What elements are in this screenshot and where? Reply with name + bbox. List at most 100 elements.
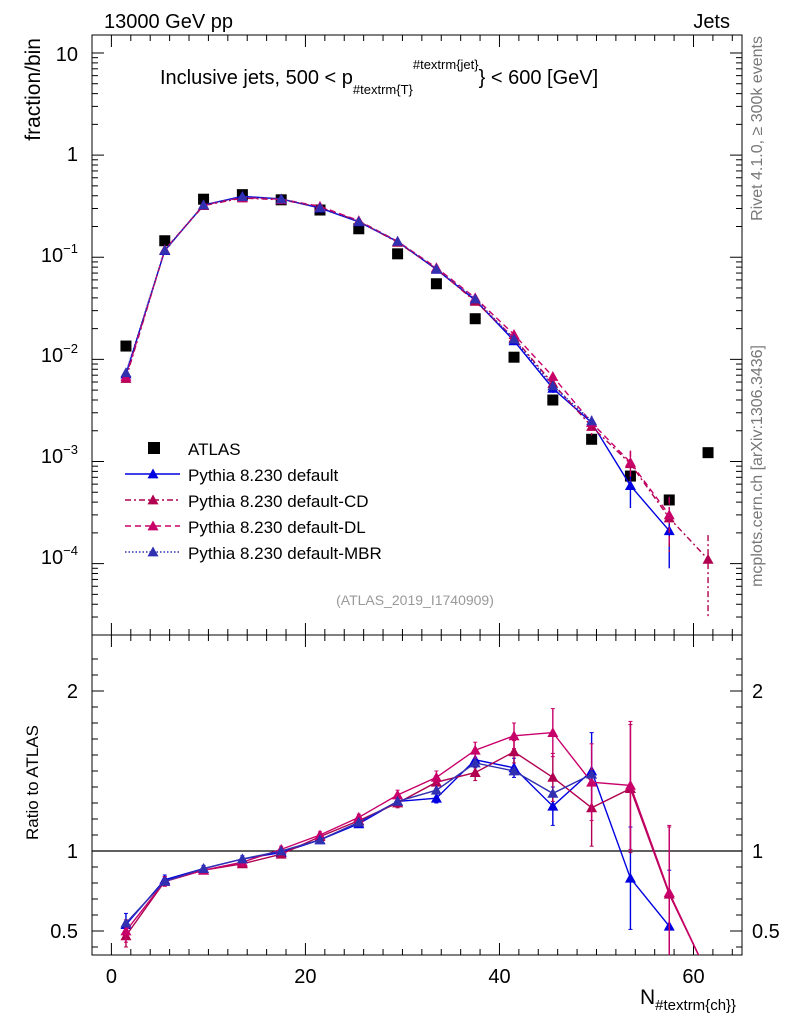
atlas-point [469,313,481,325]
legend-label-dl: Pythia 8.230 default-DL [188,518,366,537]
ratio-mbr-point [547,787,559,798]
ratio-mbr-point [508,765,520,776]
atlas-point [702,447,714,459]
legend-marker-dl [147,520,159,531]
title-post: } < 600 [GeV] [479,67,599,89]
ratio-series-group [120,708,700,955]
plot-layer: 0 20 40 60 0.5 0.5 1 1 2 2 [50,34,780,988]
ratio-dl-point [624,779,636,790]
mbr-point [430,263,442,274]
ratio-cd-line [125,750,700,955]
ratio-dl-point [392,789,404,800]
ratio-mbr-point [586,768,598,779]
main-series-group [120,189,714,618]
main-ylabel: fraction/bin [22,38,45,141]
ratio-ytick-label-right: 2 [752,681,763,703]
legend-label-cd: Pythia 8.230 default-CD [188,492,369,511]
xlabel-main: N [640,986,655,1009]
dl-point [547,370,559,381]
ratio-mbr-point [275,845,287,856]
mbr-point [314,202,326,213]
ytick-0.0001: 10−4 [41,543,78,569]
ratio-ytick-label-right: 0.5 [752,921,780,943]
ratio-cd-point [469,767,481,777]
legend: ATLAS Pythia 8.230 default Pythia 8.230 de… [125,440,382,563]
ratio-mbr-point [430,784,442,795]
xtick-label: 20 [294,966,316,988]
xtick-label: 0 [106,966,117,988]
ratio-dl-line [125,731,700,955]
ratio-ytick-label-right: 1 [752,841,763,863]
legend-marker-atlas [148,442,160,454]
ratio-mbr-point [353,816,365,827]
mbr-point [586,415,598,426]
title-sup: #textrm{jet} [413,57,479,72]
ratio-default-point [547,800,559,811]
atlas-point [508,351,520,363]
ytick-10: 10 [56,44,78,66]
mbr-point [236,191,248,202]
legend-label-default: Pythia 8.230 default [188,466,339,485]
atlas-point [547,394,559,406]
mbr-point [547,380,559,391]
ratio-dl-point [586,776,598,787]
xtick-label: 40 [488,966,510,988]
legend-marker-cd [147,494,159,505]
ytick-0.01: 10−2 [41,341,78,367]
ratio-dl-point [430,771,442,782]
ratio-cd-point [508,746,520,757]
ytick-0.1: 10−1 [41,241,78,267]
xlabel-sub: #textrm{ch}} [655,997,736,1014]
plot-title: Inclusive jets, 500 < p#textrm{T} #textrm… [160,57,598,97]
mbr-point [508,333,520,344]
ratio-default-point [430,792,442,803]
ytick-1: 1 [67,144,78,166]
legend-label-data: ATLAS [188,440,241,459]
side-label-top: Rivet 4.1.0, ≥ 300k events [749,36,766,221]
dl-point [663,509,675,520]
legend-marker-mbr [147,546,159,557]
mbr-point [159,244,171,255]
title-pre: Inclusive jets, 500 < p [160,67,353,89]
ratio-mbr-point [469,757,481,768]
mbr-point [469,293,481,304]
ratio-dl-point [469,744,481,755]
ytick-0.001: 10−3 [41,442,78,468]
ratio-frame [91,634,743,956]
legend-marker-default [147,468,159,479]
ratio-mbr-point [392,795,404,806]
ratio-dl-point [120,925,132,936]
ratio-mbr-point [236,853,248,864]
header-left: 13000 GeV pp [104,11,233,33]
atlas-point [392,248,404,260]
ratio-mbr-line [125,762,592,924]
default-point [624,480,636,491]
legend-label-mbr: Pythia 8.230 default-MBR [188,544,382,563]
header-right: Jets [693,11,730,33]
atlas-point [120,340,132,352]
atlas-point [353,223,365,235]
xlabel: N#textrm{ch}} [640,986,736,1014]
mbr-point [392,235,404,246]
ratio-ytick-label: 2 [67,681,78,703]
main-ytick-labels: 10 1 10−1 10−2 10−3 10−4 [41,44,78,569]
title-sub: #textrm{T} [353,82,414,97]
mbr-point [120,367,132,378]
atlas-point [198,193,210,205]
mbr-point [275,193,287,204]
ratio-mbr-point [314,834,326,845]
analysis-id: (ATLAS_2019_I1740909) [336,592,494,608]
atlas-point [430,278,442,290]
ratio-ytick-label: 1 [67,841,78,863]
ratio-mbr-point [120,917,132,928]
atlas-point [159,235,171,247]
side-label-bottom: mcplots.cern.ch [arXiv:1306.3436] [749,345,766,587]
dl-point [624,456,636,467]
ratio-ytick-label: 0.5 [50,921,78,943]
cd-point [702,553,714,564]
xtick-label: 60 [682,966,704,988]
ratio-dl-point [508,730,520,741]
ratio-mbr-point [159,875,171,886]
ratio-dl-point [547,727,559,737]
